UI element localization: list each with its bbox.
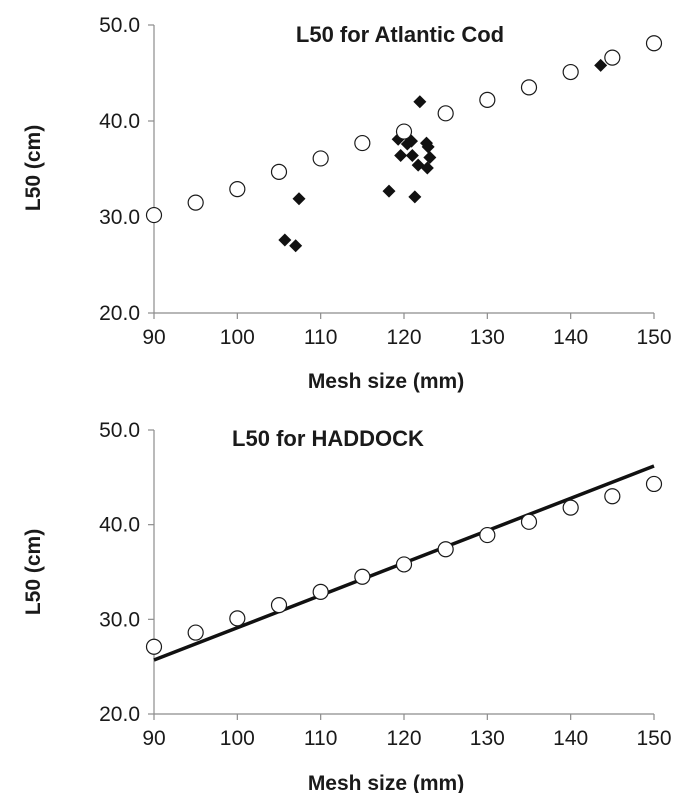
diamond-point — [413, 95, 427, 109]
y-tick-label: 30.0 — [99, 608, 140, 631]
open-circle-point — [145, 638, 163, 655]
open-circle-point — [604, 488, 621, 505]
chart-title: L50 for Atlantic Cod — [296, 22, 504, 47]
diamond-point — [423, 150, 437, 164]
diamond-point — [394, 149, 408, 163]
open-circle-point — [145, 206, 163, 224]
open-circle-point — [395, 123, 413, 140]
diamond-point — [420, 161, 434, 175]
x-tick-label: 100 — [220, 727, 255, 750]
open-circle-point — [312, 150, 329, 167]
open-circle-point — [479, 526, 496, 544]
diamond-point — [405, 149, 419, 163]
open-circle-point — [437, 105, 454, 122]
y-tick-label: 20.0 — [99, 302, 140, 325]
diamond-point — [278, 233, 292, 247]
x-tick-label: 110 — [304, 326, 337, 349]
x-tick-label: 130 — [470, 326, 505, 349]
open-circle-point — [270, 597, 288, 614]
y-tick-label: 50.0 — [99, 419, 140, 442]
open-circle-point — [187, 194, 204, 211]
open-circle-point — [354, 134, 371, 152]
open-circle-point — [229, 181, 246, 198]
open-circle-point — [562, 63, 579, 81]
y-tick-label: 30.0 — [99, 206, 140, 229]
y-tick-label: 40.0 — [99, 514, 140, 537]
haddock-chart-panel: L50 for HADDOCK Mesh size (mm) L50 (cm) … — [22, 419, 672, 793]
cod-chart-panel: L50 for Atlantic Cod Mesh size (mm) L50 … — [22, 14, 672, 393]
y-tick-label: 40.0 — [99, 110, 140, 133]
x-tick-label: 120 — [386, 727, 421, 750]
y-axis-label: L50 (cm) — [22, 125, 45, 211]
diamond-point — [382, 184, 396, 198]
x-tick-label: 90 — [142, 727, 165, 750]
x-tick-label: 150 — [636, 326, 671, 349]
x-axis-label: Mesh size (mm) — [308, 370, 464, 393]
open-circle-point — [562, 499, 579, 516]
open-circle-point — [229, 610, 246, 627]
open-circle-point — [270, 163, 288, 180]
y-axis-label: L50 (cm) — [22, 529, 45, 615]
x-tick-label: 150 — [636, 727, 671, 750]
x-tick-label: 110 — [304, 727, 337, 750]
open-circle-point — [395, 556, 413, 573]
diamond-point — [292, 192, 306, 206]
open-circle-point — [437, 541, 454, 558]
open-circle-point — [312, 583, 329, 600]
open-circle-point — [520, 513, 538, 530]
open-circle-point — [604, 49, 621, 66]
x-tick-label: 120 — [386, 326, 421, 349]
diamond-point — [594, 58, 608, 72]
x-tick-label: 90 — [142, 326, 165, 349]
x-tick-label: 140 — [553, 326, 588, 349]
open-circle-point — [479, 91, 496, 108]
x-tick-label: 140 — [553, 727, 588, 750]
open-circle-point — [187, 624, 204, 641]
x-tick-label: 100 — [220, 326, 255, 349]
chart-title: L50 for HADDOCK — [232, 426, 424, 451]
open-circle-point — [520, 79, 538, 96]
diamond-point — [289, 239, 303, 253]
open-circle-point — [645, 475, 663, 493]
x-tick-label: 130 — [470, 727, 505, 750]
y-tick-label: 50.0 — [99, 14, 140, 37]
diamond-point — [408, 190, 422, 204]
y-tick-label: 20.0 — [99, 703, 140, 726]
x-axis-label: Mesh size (mm) — [308, 772, 464, 793]
open-circle-point — [645, 35, 663, 52]
diamond-point — [421, 140, 435, 154]
open-circle-point — [354, 568, 371, 585]
